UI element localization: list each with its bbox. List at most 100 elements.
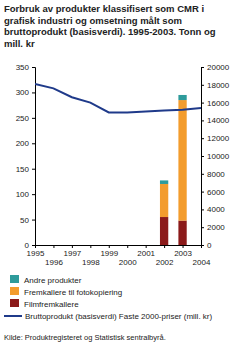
y2-tick-label: 14000 <box>207 116 230 125</box>
x-tick-label: 2003 <box>174 249 192 258</box>
x-tick-mark <box>127 245 128 248</box>
title: Forbruk av produkter klassifisert som CM… <box>4 3 216 49</box>
y2-tick-mark <box>201 174 204 175</box>
y-tick-mark <box>32 194 35 195</box>
y2-tick: 10000 <box>201 152 230 161</box>
y2-tick: 14000 <box>201 116 230 125</box>
legend-entry: Filmfremkallere <box>10 299 79 309</box>
x-tick-mark <box>35 245 36 248</box>
x-tick: 2004 <box>193 245 211 267</box>
y-tick-label: 250 <box>16 114 30 123</box>
y-tick-label: 300 <box>16 88 30 97</box>
y-tick: 50 <box>20 216 35 225</box>
y2-tick-label: 18000 <box>207 81 230 90</box>
bar <box>160 184 168 217</box>
y-tick-label: 100 <box>16 190 30 199</box>
x-tick-label: 1995 <box>27 249 45 258</box>
bar <box>178 95 186 100</box>
legend-swatch <box>10 275 19 283</box>
y-tick-label: 50 <box>20 216 29 225</box>
x-tick-label: 1998 <box>82 258 100 267</box>
x-tick: 2000 <box>119 245 137 267</box>
y2-tick: 2000 <box>201 223 225 232</box>
y2-axis: 0200040006000800010000120001400016000180… <box>201 63 230 250</box>
y-tick: 350 <box>16 63 35 72</box>
y-tick-label: 200 <box>16 139 30 148</box>
y2-tick: 4000 <box>201 205 225 214</box>
legend-swatch <box>10 299 19 307</box>
y2-tick-mark <box>201 103 204 104</box>
y2-tick-label: 8000 <box>207 170 225 179</box>
y-tick-mark <box>32 169 35 170</box>
y2-tick-label: 2000 <box>207 223 225 232</box>
x-tick-mark <box>90 245 91 248</box>
line <box>35 84 201 112</box>
x-tick-mark <box>146 245 147 248</box>
y2-tick: 16000 <box>201 99 230 108</box>
y2-tick: 6000 <box>201 188 225 197</box>
legend-entry: Andre produkter <box>10 275 82 285</box>
y2-tick-mark <box>201 227 204 228</box>
x-tick-label: 2002 <box>156 258 174 267</box>
x-tick-mark <box>164 245 165 248</box>
y2-tick-mark <box>201 209 204 210</box>
y-tick-mark <box>32 118 35 119</box>
legend-label: Fremkallere til fotokopiering <box>24 288 122 297</box>
x-tick: 1995 <box>27 245 45 258</box>
y-tick: 300 <box>16 88 35 97</box>
x-tick: 2002 <box>156 245 174 267</box>
x-tick: 1996 <box>45 245 63 267</box>
x-tick-label: 2000 <box>119 258 137 267</box>
y2-tick-label: 6000 <box>207 188 225 197</box>
y2-tick-mark <box>201 120 204 121</box>
x-axis-line <box>36 246 202 249</box>
y-tick: 250 <box>16 114 35 123</box>
legend-swatch <box>10 287 19 295</box>
y2-axis-line <box>202 68 205 246</box>
x-tick-label: 2001 <box>137 249 155 258</box>
y-tick-mark <box>32 220 35 221</box>
y2-tick: 20000 <box>201 63 230 72</box>
legend-label: Andre produkter <box>24 276 82 285</box>
y-tick-mark <box>32 67 35 68</box>
y2-tick-label: 16000 <box>207 99 230 108</box>
source: Kilde: Produktregisteret og Statistisk s… <box>4 333 166 342</box>
y-tick-mark <box>32 143 35 144</box>
y2-tick-label: 4000 <box>207 205 225 214</box>
y2-tick-label: 10000 <box>207 152 230 161</box>
x-tick-label: 1996 <box>45 258 63 267</box>
y2-tick-mark <box>201 192 204 193</box>
x-tick-label: 2004 <box>193 258 211 267</box>
y-tick-mark <box>32 245 35 246</box>
y2-tick-mark <box>201 85 204 86</box>
bar <box>178 100 186 221</box>
y-tick-mark <box>32 92 35 93</box>
legend-entry: Bruttoprodukt (basisverdi) Faste 2000-pr… <box>4 312 213 321</box>
y2-tick: 0 <box>201 241 212 250</box>
x-tick: 1998 <box>82 245 100 267</box>
y-tick: 150 <box>16 165 35 174</box>
y-tick: 200 <box>16 139 35 148</box>
y2-tick-mark <box>201 67 204 68</box>
x-tick-mark <box>53 245 54 248</box>
x-tick: 2003 <box>174 245 192 258</box>
y-axis-line <box>32 68 36 246</box>
y2-tick-mark <box>201 138 204 139</box>
legend-label: Bruttoprodukt (basisverdi) Faste 2000-pr… <box>25 312 213 321</box>
x-tick-mark <box>72 245 73 248</box>
y-axis: 050100150200250300350 <box>16 63 36 250</box>
bar <box>178 221 186 245</box>
y-tick-label: 150 <box>16 165 30 174</box>
legend-label: Filmfremkallere <box>24 300 79 309</box>
bar <box>160 217 168 245</box>
chart: Forbruk av produkter klassifisert som CM… <box>0 0 241 346</box>
x-tick-label: 1997 <box>63 249 81 258</box>
x-tick-mark <box>201 245 202 248</box>
y2-tick: 18000 <box>201 81 230 90</box>
plot-area <box>35 84 201 245</box>
legend-entry: Fremkallere til fotokopiering <box>10 287 122 297</box>
y-tick-label: 350 <box>16 63 30 72</box>
x-tick: 1999 <box>100 245 118 258</box>
legend-swatch <box>4 315 22 317</box>
x-tick: 2001 <box>137 245 155 258</box>
